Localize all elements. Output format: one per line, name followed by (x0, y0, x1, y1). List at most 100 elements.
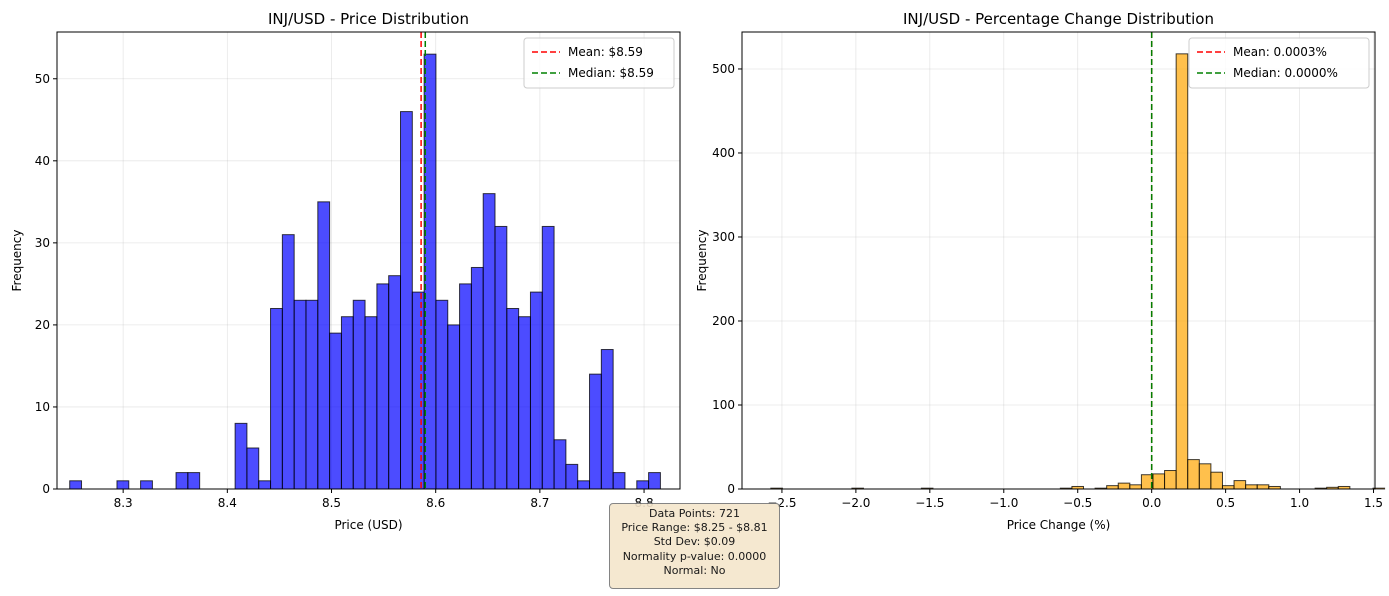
histogram-bar (270, 307, 283, 490)
y-tick-label: 100 (712, 398, 735, 412)
percentage-change-distribution-chart: −2.5 −2.0 −1.5 −1.0 −0.5 0.0 0.5 1.0 1.501002003… (695, 10, 1386, 532)
histogram-bar (364, 316, 378, 490)
histogram-bar (529, 291, 543, 490)
x-tick-label: 1.5 (1364, 496, 1383, 510)
x-tick-label: −1.0 (989, 496, 1018, 510)
x-tick-label: 8.7 (530, 496, 549, 510)
histogram-bar (1117, 482, 1131, 490)
y-tick-label: 50 (35, 72, 50, 86)
axes-frame (741, 31, 1376, 490)
legend-mean-label: Mean: 0.0003% (1233, 45, 1327, 59)
x-tick-label: 1.0 (1290, 496, 1309, 510)
histogram-bar (553, 439, 567, 490)
legend: Mean: 0.0003% Median: 0.0000% (1188, 37, 1370, 89)
legend-median-label: Median: $8.59 (568, 66, 654, 80)
stat-price-range: Price Range: $8.25 - $8.81 (621, 521, 768, 535)
histogram-bar (1187, 459, 1200, 490)
legend-frame (1188, 37, 1370, 89)
histogram-bar (187, 472, 201, 490)
x-tick-label: 8.5 (322, 496, 341, 510)
statistics-box: Data Points: 721 Price Range: $8.25 - $8… (609, 503, 780, 589)
histogram-bar (234, 422, 248, 490)
y-tick-label: 0 (727, 482, 735, 496)
y-tick-label: 20 (35, 318, 50, 332)
y-tick-label: 200 (712, 314, 735, 328)
y-tick-label: 40 (35, 154, 50, 168)
histogram-bar (340, 316, 354, 490)
stat-normality-p-value: Normality p-value: 0.0000 (622, 549, 767, 563)
histogram-bar (1221, 485, 1235, 490)
histogram-bar (636, 480, 650, 490)
histogram-bar (293, 299, 307, 490)
histogram-bar (589, 373, 602, 490)
histogram-bar (1210, 471, 1223, 490)
price-distribution-chart: 8.38.48.58.68.78.801020304050INJ/USD - P… (10, 10, 681, 532)
y-tick-label: 300 (712, 230, 735, 244)
histogram-bar (1245, 484, 1258, 490)
histogram-bar (565, 463, 579, 490)
histogram-bar (600, 349, 614, 490)
histogram-bar (506, 307, 520, 490)
x-tick-label: 8.3 (114, 496, 133, 510)
histogram-bar (305, 299, 319, 490)
histogram-bar (447, 324, 461, 490)
legend: Mean: $8.59 Median: $8.59 (523, 37, 675, 89)
histogram-bar (459, 283, 472, 490)
histogram-bar (376, 283, 390, 490)
x-axis-label: Price (USD) (334, 518, 402, 532)
stat-std-dev: Std Dev: $0.09 (653, 535, 736, 549)
histogram-bar (494, 225, 508, 490)
chart-title: INJ/USD - Price Distribution (268, 10, 469, 28)
histogram-bar (1256, 484, 1270, 490)
chart-title: INJ/USD - Percentage Change Distribution (903, 10, 1214, 28)
histogram-bar (1233, 480, 1247, 490)
legend-mean-label: Mean: $8.59 (568, 45, 643, 59)
histogram-bar (435, 299, 449, 490)
histogram-bar (400, 111, 413, 490)
histogram-bar (1106, 485, 1119, 490)
histogram-bar (69, 480, 83, 490)
histogram-bar (411, 291, 425, 490)
x-tick-label: 8.4 (218, 496, 237, 510)
y-tick-label: 0 (42, 482, 50, 496)
y-tick-label: 400 (712, 146, 735, 160)
y-tick-label: 500 (712, 62, 735, 76)
histogram-bar (577, 480, 591, 490)
histogram-bar (175, 472, 189, 490)
histogram-bar (541, 225, 555, 490)
histogram-bar (1175, 53, 1189, 490)
histogram-bar (258, 480, 272, 490)
x-tick-label: 0.5 (1216, 496, 1235, 510)
histogram-bar (281, 234, 295, 490)
histogram-bar (1198, 463, 1212, 490)
histogram-bar (1152, 473, 1166, 490)
x-tick-label: 0.0 (1142, 496, 1161, 510)
histogram-bar (1129, 484, 1142, 490)
histogram-bar (648, 472, 661, 490)
y-axis-label: Frequency (695, 230, 709, 292)
axes-frame (56, 31, 681, 490)
legend-median-label: Median: 0.0000% (1233, 66, 1338, 80)
x-tick-label: 8.6 (426, 496, 445, 510)
x-tick-label: −0.5 (1063, 496, 1092, 510)
histogram-bar (482, 193, 496, 490)
x-tick-label: −1.5 (915, 496, 944, 510)
y-axis-label: Frequency (10, 230, 24, 292)
histogram-bar (140, 480, 153, 490)
histogram-bar (612, 472, 626, 490)
histogram-bar (317, 201, 331, 490)
histogram-bar (329, 332, 342, 490)
histogram-bar (388, 275, 402, 490)
y-tick-label: 30 (35, 236, 50, 250)
histogram-bar (116, 480, 130, 490)
stat-normal: Normal: No (663, 563, 726, 577)
histogram-bar (246, 447, 260, 490)
histogram-bar (352, 299, 366, 490)
y-tick-label: 10 (35, 400, 50, 414)
x-axis-label: Price Change (%) (1007, 518, 1111, 532)
legend-frame (523, 37, 675, 89)
histogram-bar (518, 316, 531, 490)
histogram-bar (470, 266, 484, 490)
stat-data-points: Data Points: 721 (648, 507, 740, 520)
